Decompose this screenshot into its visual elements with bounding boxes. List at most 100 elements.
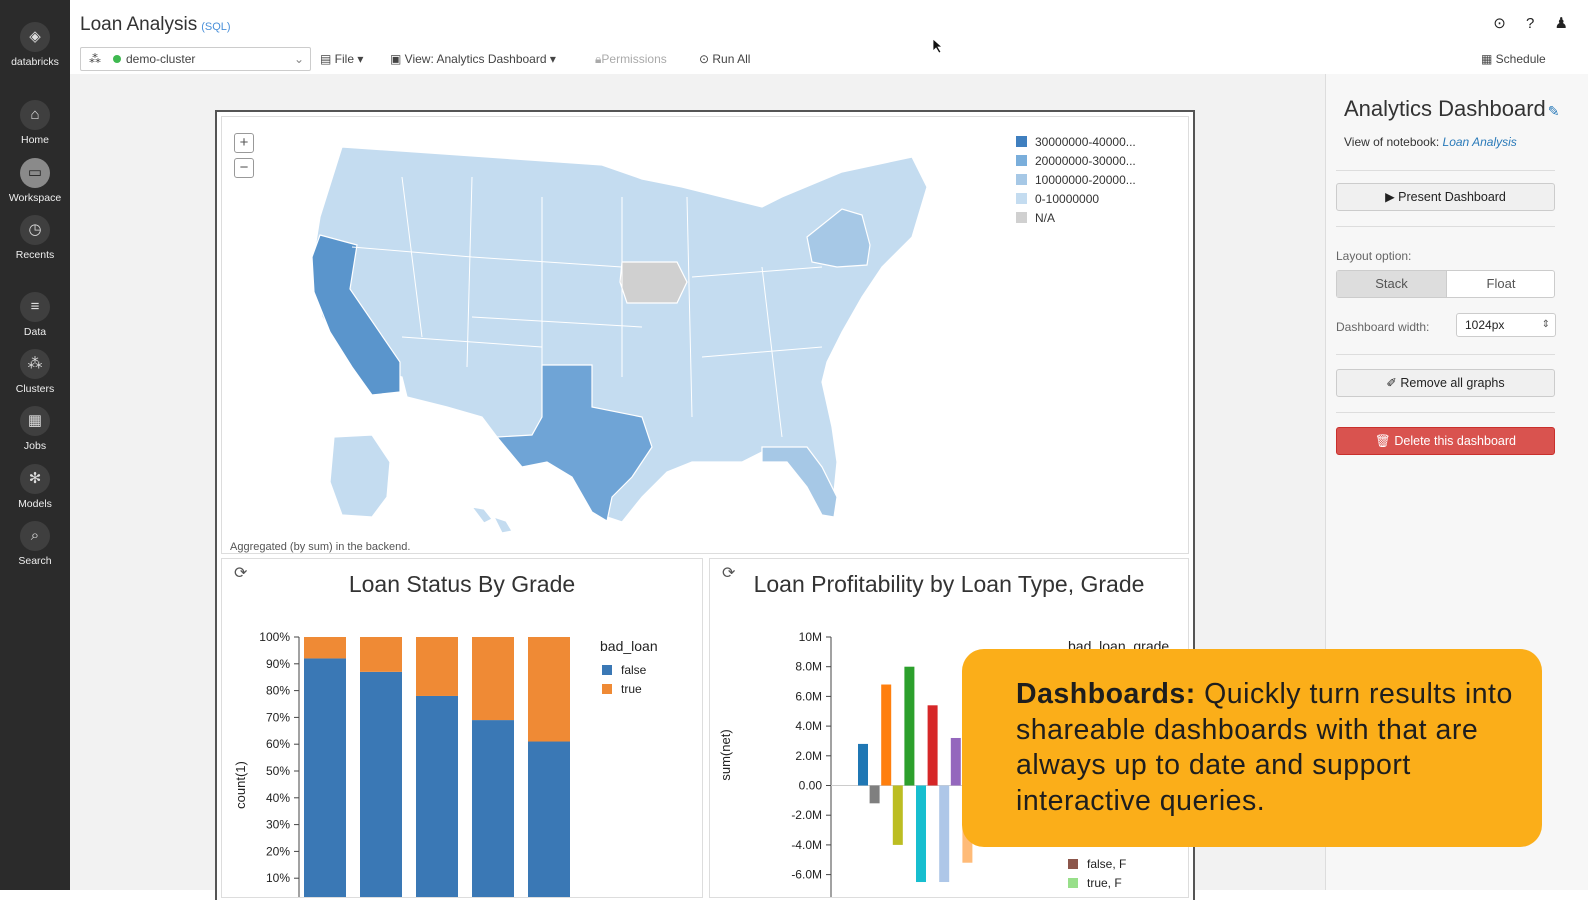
map-panel: + − [221, 116, 1189, 554]
legend-label[interactable]: true [621, 682, 642, 696]
chevron-down-icon: ⌄ [293, 52, 304, 66]
bar-false[interactable] [472, 720, 514, 898]
y-tick-label: 10% [266, 871, 290, 885]
notebook-title[interactable]: Loan Analysis [80, 14, 198, 35]
y-tick-label: 80% [266, 684, 290, 698]
bar-false[interactable] [416, 695, 458, 898]
dashboard-title[interactable]: Analytics Dashboard ✎ [1344, 96, 1560, 122]
databricks-logo[interactable]: ◈ databricks [0, 22, 70, 68]
remove-graphs-button[interactable]: ✐ Remove all graphs [1336, 369, 1555, 397]
sidebar-item-jobs[interactable]: ▦ Jobs [0, 406, 70, 452]
profit-bar[interactable] [881, 684, 892, 786]
profit-bar[interactable] [904, 666, 915, 786]
cluster-selector[interactable]: ⁂ demo-cluster ⌄ [80, 47, 311, 71]
bar-true[interactable] [528, 637, 570, 742]
divider [1336, 170, 1555, 171]
map-caption: Aggregated (by sum) in the backend. [230, 541, 411, 553]
permissions-button[interactable]: 🔒︎Permissions [595, 52, 667, 66]
cluster-icon: ⁂ [89, 52, 101, 66]
map-legend-item[interactable]: 30000000-40000... [1016, 135, 1136, 154]
map-state-california [311, 234, 401, 396]
feature-callout: Dashboards: Quickly turn results into sh… [962, 649, 1542, 847]
legend-label[interactable]: true, F [1087, 876, 1122, 890]
sidebar-item-search[interactable]: ⌕ Search [0, 521, 70, 567]
delete-dashboard-label: Delete this dashboard [1394, 434, 1516, 448]
view-menu[interactable]: ▣ View: Analytics Dashboard ▾ [390, 52, 556, 66]
delete-dashboard-button[interactable]: 🗑︎ Delete this dashboard [1336, 427, 1555, 455]
databricks-logo-icon: ◈ [20, 22, 50, 52]
sidebar-item-label: Jobs [23, 440, 47, 452]
profit-bar[interactable] [950, 737, 961, 786]
bar-true[interactable] [304, 637, 346, 659]
file-menu[interactable]: ▤ File ▾ [320, 52, 364, 66]
user-icon[interactable]: ♟ [1554, 15, 1568, 32]
profit-bar[interactable] [916, 785, 926, 883]
schedule-button[interactable]: ▦ Schedule [1481, 52, 1546, 66]
history-icon[interactable]: ⊙ [1493, 15, 1506, 32]
help-icon[interactable]: ? [1526, 15, 1535, 32]
legend-label[interactable]: false [621, 663, 647, 677]
sidebar-item-data[interactable]: ≡ Data [0, 292, 70, 338]
y-tick-label: 6.0M [795, 689, 822, 703]
profit-bar[interactable] [927, 705, 938, 786]
refresh-icon[interactable]: ⟳ [234, 565, 248, 582]
sidebar-item-recents[interactable]: ◷ Recents [0, 215, 70, 261]
map-legend-item[interactable]: 10000000-20000... [1016, 173, 1136, 192]
sidebar-item-workspace[interactable]: ▭ Workspace [0, 158, 70, 204]
sidebar-item-home[interactable]: ⌂ Home [0, 100, 70, 146]
layout-option-label: Layout option: [1336, 249, 1412, 263]
present-dashboard-button[interactable]: ▶ Present Dashboard [1336, 183, 1555, 211]
layout-float-button[interactable]: Float [1446, 271, 1555, 297]
bar-true[interactable] [416, 637, 458, 696]
zoom-out-button[interactable]: − [234, 158, 254, 178]
folder-icon: ▭ [20, 158, 50, 188]
us-choropleth-map[interactable] [222, 117, 1190, 547]
bar-false[interactable] [528, 741, 570, 898]
profit-bar[interactable] [892, 785, 903, 845]
layout-stack-button[interactable]: Stack [1337, 271, 1446, 297]
legend-title: bad_loan [600, 638, 658, 654]
refresh-icon[interactable]: ⟳ [722, 565, 736, 582]
bar-true[interactable] [360, 637, 402, 672]
legend-label: N/A [1035, 211, 1056, 225]
dashboard-width-select[interactable]: 1024px ⇕ [1456, 313, 1556, 337]
profit-bar[interactable] [939, 785, 950, 883]
models-icon: ✻ [20, 464, 50, 494]
edit-icon[interactable]: ✎ [1547, 103, 1560, 119]
profit-bar[interactable] [858, 743, 868, 786]
sidebar-item-models[interactable]: ✻ Models [0, 464, 70, 510]
y-tick-label: 60% [266, 737, 290, 751]
cluster-status-dot [113, 55, 121, 63]
map-state-hawaii [470, 506, 513, 534]
sidebar-item-clusters[interactable]: ⁂ Clusters [0, 349, 70, 395]
loan-profitability-chart[interactable]: 10M 8.0M 6.0M 4.0M 2.0M 0.00 -2.0M -4.0M -6.0M su… [710, 559, 1189, 898]
y-tick-label: 2.0M [795, 749, 822, 763]
callout-heading: Dashboards: [1016, 678, 1196, 710]
notebook-header: Loan Analysis (SQL) ⊙ ? ♟ ⁂ demo-cluster ⌄… [70, 0, 1588, 74]
sidebar-item-label: Clusters [15, 383, 55, 395]
bar-true[interactable] [472, 637, 514, 721]
map-legend-item[interactable]: N/A [1016, 211, 1136, 230]
map-legend-item[interactable]: 20000000-30000... [1016, 154, 1136, 173]
view-of-label: View of notebook: [1344, 135, 1440, 149]
legend-label[interactable]: false, F [1087, 857, 1126, 871]
map-legend-item[interactable]: 0-10000000 [1016, 192, 1136, 211]
loan-status-chart[interactable]: 100% 90% 80% 70% 60% 50% 40% 30% 20% 10% count(1) b… [222, 559, 703, 898]
legend-swatch [1016, 136, 1027, 147]
y-tick-label: 90% [266, 657, 290, 671]
cluster-name: demo-cluster [126, 52, 196, 66]
profit-bar[interactable] [869, 785, 880, 804]
sidebar: ◈ databricks ⌂ Home ▭ Workspace ◷ Recents ≡ Dat… [0, 0, 70, 890]
bar-false[interactable] [304, 658, 346, 898]
sidebar-item-label: Models [18, 498, 52, 510]
legend-swatch [1016, 212, 1027, 223]
y-tick-label: 4.0M [795, 719, 822, 733]
sidebar-item-label: Workspace [8, 192, 62, 204]
notebook-link[interactable]: Loan Analysis [1442, 135, 1517, 149]
run-all-label: Run All [712, 52, 751, 66]
dashboard-width-value: 1024px [1465, 318, 1505, 332]
run-all-button[interactable]: ⊙ Run All [699, 52, 751, 66]
bar-false[interactable] [360, 671, 402, 898]
zoom-in-button[interactable]: + [234, 133, 254, 153]
divider [1336, 226, 1555, 227]
